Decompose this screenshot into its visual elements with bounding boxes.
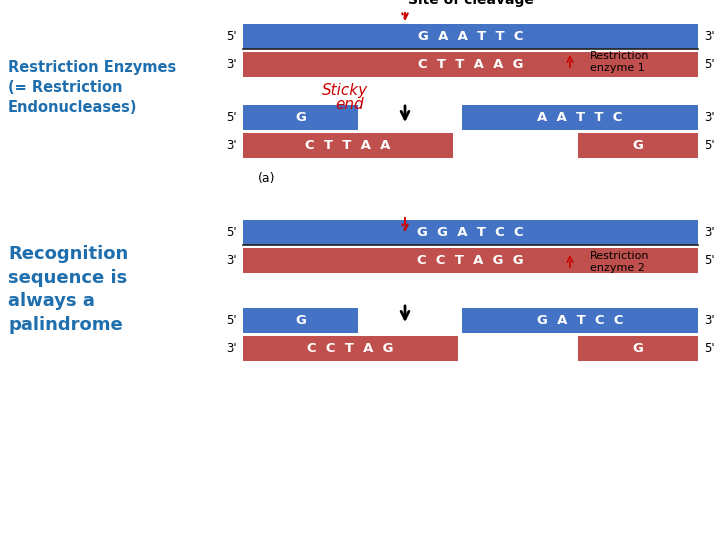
Text: 5': 5' — [226, 30, 237, 43]
Text: (a): (a) — [258, 172, 276, 185]
Text: G: G — [633, 342, 644, 355]
Text: 3': 3' — [226, 139, 237, 152]
Text: G  A  A  T  T  C: G A A T T C — [418, 30, 523, 43]
Text: 5': 5' — [226, 226, 237, 239]
Text: A  A  T  T  C: A A T T C — [537, 111, 623, 124]
Bar — [243, 220, 698, 245]
Bar — [462, 105, 698, 130]
Text: 3': 3' — [704, 30, 715, 43]
Bar — [243, 24, 698, 49]
Bar — [578, 133, 698, 158]
Text: G  G  A  T  C  C: G G A T C C — [417, 226, 524, 239]
Text: C  C  T  A  G: C C T A G — [307, 342, 394, 355]
Text: Sticky: Sticky — [322, 83, 368, 98]
Text: 3': 3' — [226, 254, 237, 267]
Text: 5': 5' — [704, 58, 715, 71]
Text: Restriction Enzymes
(= Restriction
Endonucleases): Restriction Enzymes (= Restriction Endon… — [8, 60, 176, 114]
Text: C  C  T  A  G  G: C C T A G G — [417, 254, 524, 267]
Text: 5': 5' — [226, 314, 237, 327]
Text: 5': 5' — [226, 111, 237, 124]
Bar — [243, 105, 358, 130]
Text: G: G — [295, 111, 306, 124]
Bar — [243, 336, 458, 361]
Text: 3': 3' — [704, 226, 715, 239]
Text: 3': 3' — [226, 58, 237, 71]
Text: 3': 3' — [704, 314, 715, 327]
Text: 5': 5' — [704, 254, 715, 267]
Text: Recognition
sequence is
always a
palindrome: Recognition sequence is always a palindr… — [8, 245, 128, 334]
Text: Restriction
enzyme 1: Restriction enzyme 1 — [590, 51, 649, 73]
Text: Site of cleavage: Site of cleavage — [408, 0, 534, 7]
Text: 3': 3' — [704, 111, 715, 124]
Text: end: end — [336, 97, 364, 112]
Bar — [578, 336, 698, 361]
Text: 3': 3' — [226, 342, 237, 355]
Bar — [243, 308, 358, 333]
Bar — [243, 133, 453, 158]
Text: 5': 5' — [704, 139, 715, 152]
Text: C  T  T  A  A: C T T A A — [305, 139, 391, 152]
Bar — [243, 248, 698, 273]
Text: 5': 5' — [704, 342, 715, 355]
Text: G: G — [295, 314, 306, 327]
Text: G  A  T  C  C: G A T C C — [536, 314, 624, 327]
Text: Restriction
enzyme 2: Restriction enzyme 2 — [590, 251, 649, 273]
Text: G: G — [633, 139, 644, 152]
Text: C  T  T  A  A  G: C T T A A G — [418, 58, 523, 71]
Bar — [462, 308, 698, 333]
Bar — [243, 52, 698, 77]
